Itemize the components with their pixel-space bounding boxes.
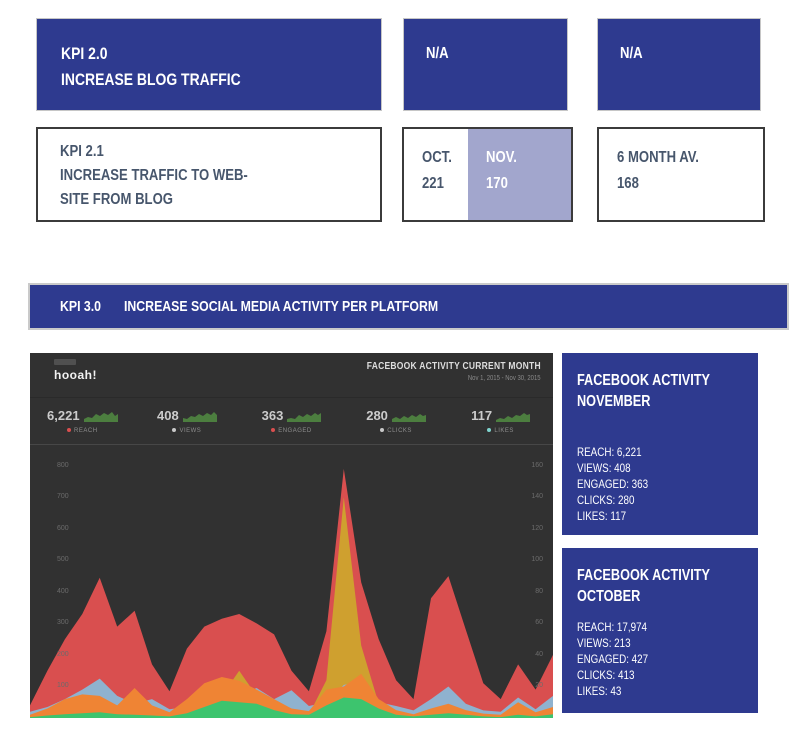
clicks-dot-icon [380, 428, 385, 433]
november-cell: NOV. 170 [468, 129, 571, 220]
stat-reach-value: 6,221 [47, 408, 80, 424]
axis-tick-label: 160 [531, 462, 543, 469]
october-cell: OCT. 221 [404, 129, 468, 220]
series-likes [30, 697, 553, 718]
dashboard-date-range: Nov 1, 2015 - Nov 30, 2015 [468, 375, 541, 382]
axis-tick-label: 200 [57, 651, 69, 658]
stat-likes: 117 LIKES [448, 398, 553, 444]
stat-likes-value: 117 [471, 408, 493, 424]
axis-tick-label: 100 [57, 682, 69, 689]
axis-tick-label: 700 [57, 493, 69, 500]
november-value: 170 [486, 175, 508, 192]
kpi-2-1-month-values-box: OCT. 221 NOV. 170 [402, 127, 573, 222]
october-clicks: CLICKS: 413 [577, 668, 635, 682]
panel-november-stats: REACH: 6,221 VIEWS: 408 ENGAGED: 363 CLI… [577, 444, 743, 524]
engaged-dot-icon [271, 428, 276, 433]
kpi-2-1-box: KPI 2.1 INCREASE TRAFFIC TO WEB- SITE FR… [36, 127, 382, 222]
logo-smallprint [54, 359, 76, 365]
six-month-average-value: 168 [617, 175, 639, 192]
october-label: OCT. [422, 149, 452, 166]
stat-engaged-label: ENGAGED [278, 428, 312, 434]
november-engaged: ENGAGED: 363 [577, 477, 649, 491]
stat-clicks: 280 CLICKS [344, 398, 449, 444]
reach-dot-icon [67, 428, 72, 433]
likes-dot-icon [487, 428, 492, 433]
sparkline-icon [287, 412, 322, 422]
kpi-3-0-banner: KPI 3.0 INCREASE SOCIAL MEDIA ACTIVITY P… [28, 283, 789, 330]
kpi-2-0-na-box-2: N/A [597, 18, 761, 111]
stat-clicks-label: CLICKS [387, 428, 412, 434]
series-reach [30, 468, 553, 718]
kpi-2-1-title-line-2: SITE FROM BLOG [60, 191, 173, 208]
series-views [30, 678, 553, 718]
october-likes: LIKES: 43 [577, 684, 622, 698]
november-clicks: CLICKS: 280 [577, 493, 635, 507]
stat-clicks-value: 280 [366, 408, 388, 424]
logo-text: hooah! [54, 368, 97, 382]
stat-likes-label: LIKES [494, 428, 514, 434]
kpi-3-0-title: INCREASE SOCIAL MEDIA ACTIVITY PER PLATF… [124, 298, 439, 315]
kpi-3-0-code: KPI 3.0 [60, 298, 102, 315]
axis-tick-label: 100 [531, 556, 543, 563]
panel-october-title-line-1: FACEBOOK ACTIVITY [577, 567, 710, 584]
axis-tick-label: 600 [57, 525, 69, 532]
axis-tick-label: 500 [57, 556, 69, 563]
axis-tick-label: 800 [57, 462, 69, 469]
axis-tick-label: 140 [531, 493, 543, 500]
sparkline-icon [496, 412, 531, 422]
six-month-average-label: 6 MONTH AV. [617, 149, 699, 166]
stat-views-label: VIEWS [179, 428, 202, 434]
stat-engaged-value: 363 [261, 408, 284, 424]
october-views: VIEWS: 213 [577, 636, 631, 650]
october-value: 221 [422, 175, 444, 192]
dashboard-title-block: FACEBOOK ACTIVITY CURRENT MONTH Nov 1, 2… [336, 361, 541, 382]
axis-tick-label: 120 [531, 525, 543, 532]
november-reach: REACH: 6,221 [577, 445, 642, 459]
dashboard-stats-row: 6,221 REACH 408 VIEWS 363 ENGAGED 280 CL… [30, 398, 553, 445]
sparkline-icon [182, 411, 217, 422]
area-chart-plot: 800 700 600 500 400 300 200 100 160 140 120 100 80 6… [30, 445, 553, 718]
axis-tick-label: 300 [57, 619, 69, 626]
kpi-2-0-code: KPI 2.0 [61, 44, 108, 63]
facebook-activity-november-panel: FACEBOOK ACTIVITY NOVEMBER REACH: 6,221 … [562, 353, 758, 535]
november-likes: LIKES: 117 [577, 509, 627, 523]
stat-reach: 6,221 REACH [30, 398, 135, 444]
october-reach: REACH: 17,974 [577, 620, 648, 634]
hooah-logo: hooah! [54, 359, 97, 382]
sparkline-icon [83, 411, 118, 422]
facebook-analytics-screenshot: hooah! FACEBOOK ACTIVITY CURRENT MONTH N… [30, 353, 553, 718]
na-value-2: N/A [620, 45, 643, 62]
october-engaged: ENGAGED: 427 [577, 652, 649, 666]
sparkline-icon [391, 413, 426, 422]
axis-tick-label: 40 [535, 651, 543, 658]
panel-october-title-line-2: OCTOBER [577, 588, 641, 605]
axis-tick-label: 400 [57, 588, 69, 595]
kpi-2-1-title-line-1: INCREASE TRAFFIC TO WEB- [60, 167, 248, 184]
na-value-1: N/A [426, 45, 449, 62]
panel-november-title-line-1: FACEBOOK ACTIVITY [577, 372, 710, 389]
facebook-activity-october-panel: FACEBOOK ACTIVITY OCTOBER REACH: 17,974 … [562, 548, 758, 713]
stat-engaged: 363 ENGAGED [239, 398, 344, 444]
panel-october-stats: REACH: 17,974 VIEWS: 213 ENGAGED: 427 CL… [577, 619, 743, 699]
area-chart-svg [30, 468, 553, 718]
dashboard-header: hooah! FACEBOOK ACTIVITY CURRENT MONTH N… [30, 353, 553, 398]
panel-november-title-line-2: NOVEMBER [577, 393, 651, 410]
axis-tick-label: 60 [535, 619, 543, 626]
axis-tick-label: 80 [535, 588, 543, 595]
stat-reach-label: REACH [74, 428, 98, 434]
axis-tick-label: 20 [535, 682, 543, 689]
kpi-2-1-code: KPI 2.1 [60, 143, 104, 160]
kpi-2-0-box: KPI 2.0 INCREASE BLOG TRAFFIC [36, 18, 382, 111]
november-label: NOV. [486, 149, 517, 166]
six-month-average-box: 6 MONTH AV. 168 [597, 127, 765, 222]
november-views: VIEWS: 408 [577, 461, 631, 475]
dashboard-title: FACEBOOK ACTIVITY CURRENT MONTH [366, 361, 541, 372]
stat-views: 408 VIEWS [135, 398, 240, 444]
stat-views-value: 408 [157, 408, 179, 424]
views-dot-icon [172, 428, 177, 433]
kpi-2-0-title: INCREASE BLOG TRAFFIC [61, 70, 241, 89]
kpi-2-0-na-box-1: N/A [403, 18, 568, 111]
